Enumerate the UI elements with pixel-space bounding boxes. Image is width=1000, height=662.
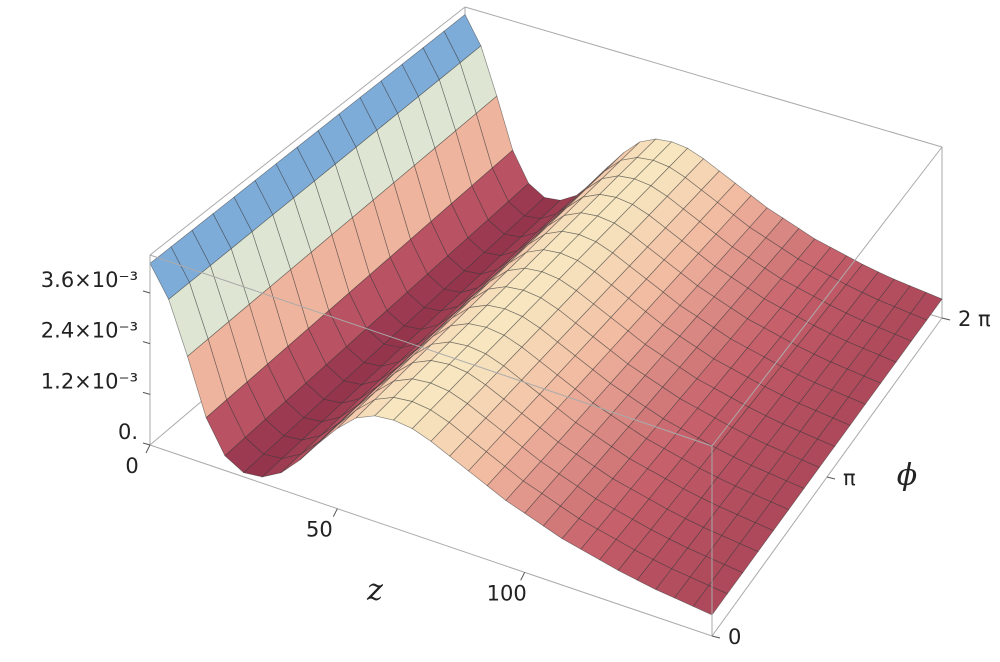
y-axis-label: ϕ: [897, 458, 917, 493]
z-tick-label: 2.4×10⁻³: [41, 319, 138, 343]
box-edge: [149, 444, 713, 637]
z-tick: [142, 442, 151, 446]
box-edge: [711, 146, 943, 447]
z-tick-label: 0.: [118, 420, 138, 444]
surface: [149, 14, 943, 616]
y-tick-label: π: [843, 466, 856, 490]
z-tick: [142, 290, 151, 294]
y-tick: [826, 476, 836, 480]
box-front: 0 50 100 0 π 2 π 0. 1.2×10⁻³ 2.4×10⁻³ 3.6×10⁻³: [41, 146, 991, 649]
z-tick-label: 3.6×10⁻³: [41, 268, 138, 292]
z-tick: [142, 341, 151, 345]
x-tick: [145, 444, 151, 454]
x-axis-label: z: [366, 573, 383, 608]
y-tick-label: 0: [728, 625, 741, 649]
x-tick-label: 50: [306, 518, 333, 542]
z-tick-label: 1.2×10⁻³: [41, 369, 138, 393]
surface-patch: [692, 585, 728, 616]
y-tick: [941, 317, 951, 321]
z-tick: [142, 391, 151, 395]
x-tick-label: 100: [487, 581, 527, 605]
y-tick: [711, 635, 721, 639]
y-tick-label: 2 π: [958, 307, 991, 331]
box-edge: [149, 6, 466, 256]
box-edge: [149, 254, 713, 447]
box-edge: [464, 6, 943, 148]
x-tick: [520, 572, 526, 581]
x-tick-label: 0: [125, 454, 138, 478]
x-tick: [332, 508, 338, 517]
